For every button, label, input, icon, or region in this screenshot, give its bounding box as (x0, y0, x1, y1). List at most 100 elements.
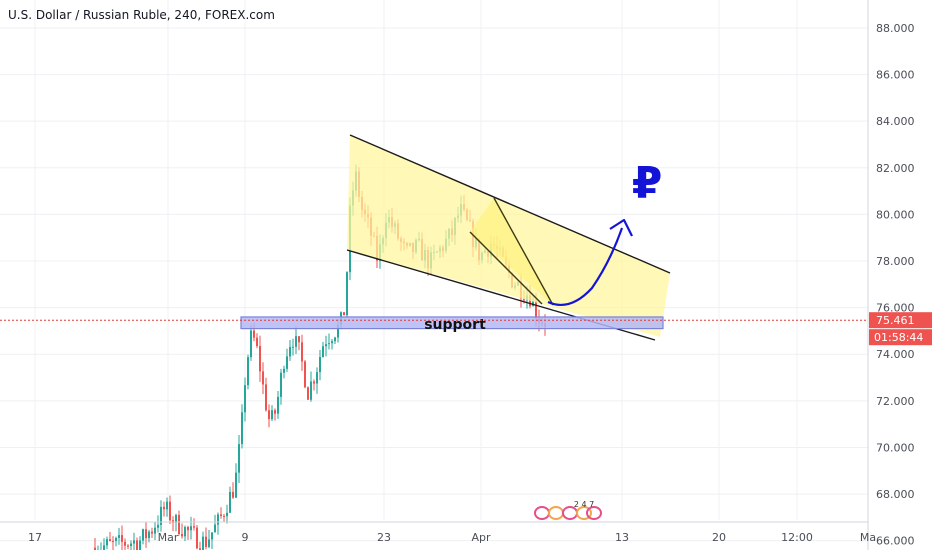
candle-body (112, 540, 114, 542)
y-tick-label: 86.000 (876, 69, 915, 82)
x-tick-label: 23 (377, 531, 391, 544)
candle-body (325, 344, 327, 347)
candle-body (127, 545, 129, 547)
candle-body (121, 535, 123, 542)
y-tick-label: 76.000 (876, 302, 915, 315)
candle-body (106, 539, 108, 546)
candle-body (262, 371, 264, 385)
candle-body (250, 330, 252, 358)
candle-body (145, 529, 147, 539)
candle-body (142, 529, 144, 541)
candle-body (154, 527, 156, 534)
candle-body (277, 396, 279, 414)
candle-body (136, 540, 138, 551)
candle-body (157, 524, 159, 528)
x-tick-label: 13 (615, 531, 629, 544)
watermark-ring (576, 506, 592, 520)
channel-upper-line (349, 134, 671, 274)
watermark-logo: 2 4 7 (534, 500, 602, 520)
watermark-ring (548, 506, 564, 520)
candle-body (304, 361, 306, 388)
candle-body (211, 532, 213, 540)
candle-body (184, 527, 186, 537)
candle-body (187, 527, 189, 531)
candle-body (232, 491, 234, 498)
candle-body (295, 336, 297, 347)
candle-body (175, 514, 177, 523)
candle-body (343, 312, 345, 316)
y-tick-label: 84.000 (876, 115, 915, 128)
candle-body (196, 527, 198, 549)
wedge-line-steep (493, 197, 554, 306)
candle-body (199, 548, 201, 551)
candle-body (313, 381, 315, 384)
candle-body (148, 531, 150, 539)
watermark-text: 2 4 7 (574, 500, 594, 509)
candle-body (310, 381, 312, 400)
candle-body (238, 444, 240, 473)
candle-body (115, 537, 117, 542)
candle-body (163, 506, 165, 510)
candle-body (271, 410, 273, 420)
y-tick-label: 80.000 (876, 208, 915, 221)
countdown-label: 01:58:44 (874, 331, 923, 344)
candle-body (214, 524, 216, 533)
candle-body (247, 357, 249, 386)
candle-body (178, 514, 180, 534)
candle-body (118, 535, 120, 538)
arrow-head (609, 218, 633, 237)
x-tick-label: Mar (158, 531, 179, 544)
y-tick-label: 78.000 (876, 255, 915, 268)
candle-body (322, 346, 324, 358)
candle-body (166, 501, 168, 510)
candle-body (130, 543, 132, 547)
candle-body (244, 385, 246, 413)
candle-body (298, 336, 300, 343)
watermark-ring (586, 506, 602, 520)
y-tick-label: 82.000 (876, 162, 915, 175)
candle-body (292, 346, 294, 348)
candle-body (319, 357, 321, 373)
candle-body (346, 272, 348, 316)
candle-body (280, 372, 282, 397)
candle-body (217, 514, 219, 525)
candle-body (274, 410, 276, 414)
candle-body (160, 506, 162, 525)
candle-body (241, 412, 243, 445)
candle-body (103, 545, 105, 551)
candle-body (202, 536, 204, 551)
candle-body (253, 330, 255, 338)
candle-body (151, 531, 153, 534)
candle-body (190, 526, 192, 531)
support-label: support (424, 317, 486, 333)
candle-body (286, 356, 288, 369)
candle-body (205, 536, 207, 547)
candle-body (223, 516, 225, 518)
candle-body (283, 368, 285, 373)
candle-body (259, 346, 261, 372)
candle-body (334, 337, 336, 342)
support-zone (240, 316, 664, 330)
candle-body (523, 298, 525, 301)
y-tick-label: 72.000 (876, 395, 915, 408)
candle-body (301, 342, 303, 362)
candle-body (535, 300, 537, 319)
candle-body (133, 540, 135, 544)
candle-body (289, 346, 291, 357)
x-tick-label: Apr (471, 531, 491, 544)
candle-body (265, 384, 267, 411)
wedge-line-lower (469, 231, 543, 305)
y-tick-label: 66.000 (876, 535, 915, 548)
candle-body (109, 539, 111, 541)
candle-body (331, 341, 333, 344)
candle-body (268, 410, 270, 420)
candle-body (169, 501, 171, 521)
y-tick-label: 70.000 (876, 441, 915, 454)
candle-body (316, 372, 318, 384)
x-tick-label: 17 (28, 531, 42, 544)
candle-body (124, 541, 126, 546)
ruble-symbol: ₽ (632, 158, 663, 209)
